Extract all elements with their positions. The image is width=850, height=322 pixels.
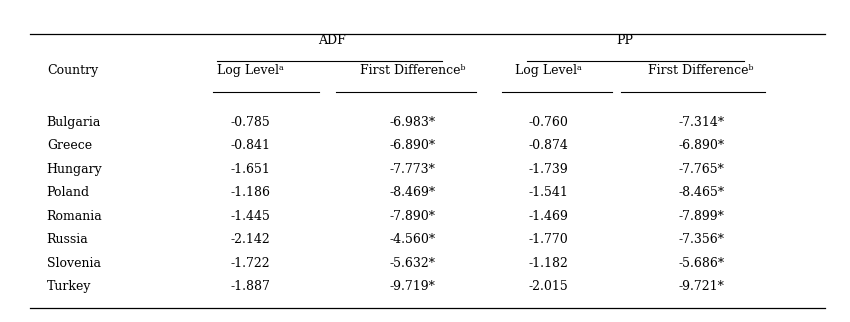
Text: -0.760: -0.760	[529, 116, 568, 129]
Text: -8.465*: -8.465*	[678, 186, 724, 199]
Text: First Differenceᵇ: First Differenceᵇ	[649, 64, 754, 77]
Text: -1.887: -1.887	[231, 280, 270, 293]
Text: -5.632*: -5.632*	[389, 257, 435, 270]
Text: -0.874: -0.874	[529, 139, 568, 152]
Text: -5.686*: -5.686*	[678, 257, 724, 270]
Text: -0.785: -0.785	[231, 116, 270, 129]
Text: -0.841: -0.841	[230, 139, 271, 152]
Text: -7.773*: -7.773*	[389, 163, 435, 176]
Text: -7.765*: -7.765*	[678, 163, 724, 176]
Text: Slovenia: Slovenia	[47, 257, 101, 270]
Text: -7.899*: -7.899*	[678, 210, 724, 223]
Text: -9.719*: -9.719*	[389, 280, 435, 293]
Text: -1.541: -1.541	[529, 186, 568, 199]
Text: Bulgaria: Bulgaria	[47, 116, 101, 129]
Text: -8.469*: -8.469*	[389, 186, 435, 199]
Text: -1.739: -1.739	[529, 163, 568, 176]
Text: Hungary: Hungary	[47, 163, 103, 176]
Text: -7.314*: -7.314*	[678, 116, 724, 129]
Text: -6.890*: -6.890*	[389, 139, 435, 152]
Text: -1.722: -1.722	[231, 257, 270, 270]
Text: -1.186: -1.186	[230, 186, 271, 199]
Text: Log Levelᵃ: Log Levelᵃ	[218, 64, 284, 77]
Text: -1.182: -1.182	[529, 257, 568, 270]
Text: ADF: ADF	[318, 34, 345, 47]
Text: -9.721*: -9.721*	[678, 280, 724, 293]
Text: Log Levelᵃ: Log Levelᵃ	[515, 64, 581, 77]
Text: -2.142: -2.142	[231, 233, 270, 246]
Text: Poland: Poland	[47, 186, 90, 199]
Text: -6.983*: -6.983*	[389, 116, 435, 129]
Text: -1.445: -1.445	[231, 210, 270, 223]
Text: Russia: Russia	[47, 233, 88, 246]
Text: -1.770: -1.770	[529, 233, 568, 246]
Text: -1.469: -1.469	[529, 210, 568, 223]
Text: Romania: Romania	[47, 210, 103, 223]
Text: First Differenceᵇ: First Differenceᵇ	[360, 64, 465, 77]
Text: Greece: Greece	[47, 139, 92, 152]
Text: -1.651: -1.651	[231, 163, 270, 176]
Text: Turkey: Turkey	[47, 280, 91, 293]
Text: PP: PP	[616, 34, 633, 47]
Text: -6.890*: -6.890*	[678, 139, 724, 152]
Text: -2.015: -2.015	[529, 280, 568, 293]
Text: Country: Country	[47, 64, 98, 77]
Text: -4.560*: -4.560*	[389, 233, 435, 246]
Text: -7.356*: -7.356*	[678, 233, 724, 246]
Text: -7.890*: -7.890*	[389, 210, 435, 223]
